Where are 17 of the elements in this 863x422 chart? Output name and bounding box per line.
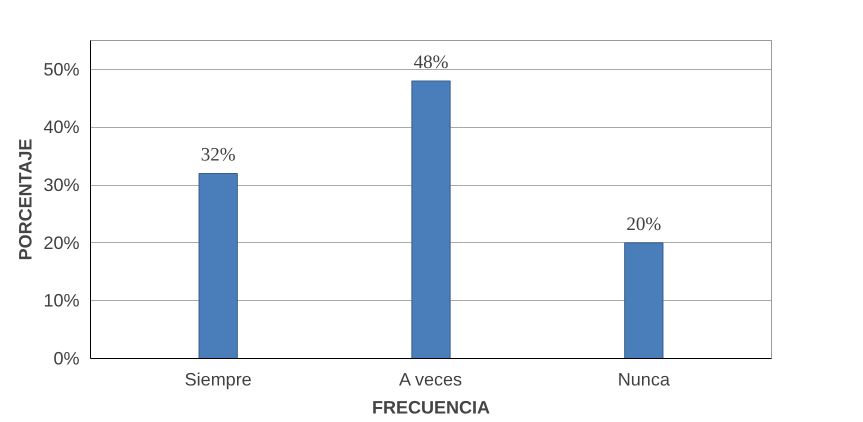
y-tick-label: 10%: [43, 290, 80, 311]
bar: [411, 80, 451, 358]
y-tick-label: 0%: [53, 348, 80, 368]
x-tick-label: A veces: [398, 370, 462, 390]
y-tick-label: 50%: [43, 59, 80, 80]
y-tick-label: 30%: [43, 175, 80, 196]
data-label: 32%: [200, 144, 236, 166]
y-tick-label: 40%: [43, 117, 80, 138]
y-tick-label: 20%: [43, 232, 80, 253]
x-tick-label: Nunca: [618, 370, 671, 390]
bar: [198, 172, 238, 358]
data-label: 48%: [414, 52, 449, 73]
data-label: 20%: [626, 214, 662, 235]
bar: [624, 242, 664, 358]
y-axis-title: PORCENTAJE: [15, 138, 36, 260]
x-axis-title: FRECUENCIA: [372, 398, 490, 418]
x-tick-label: Siempre: [184, 370, 252, 390]
